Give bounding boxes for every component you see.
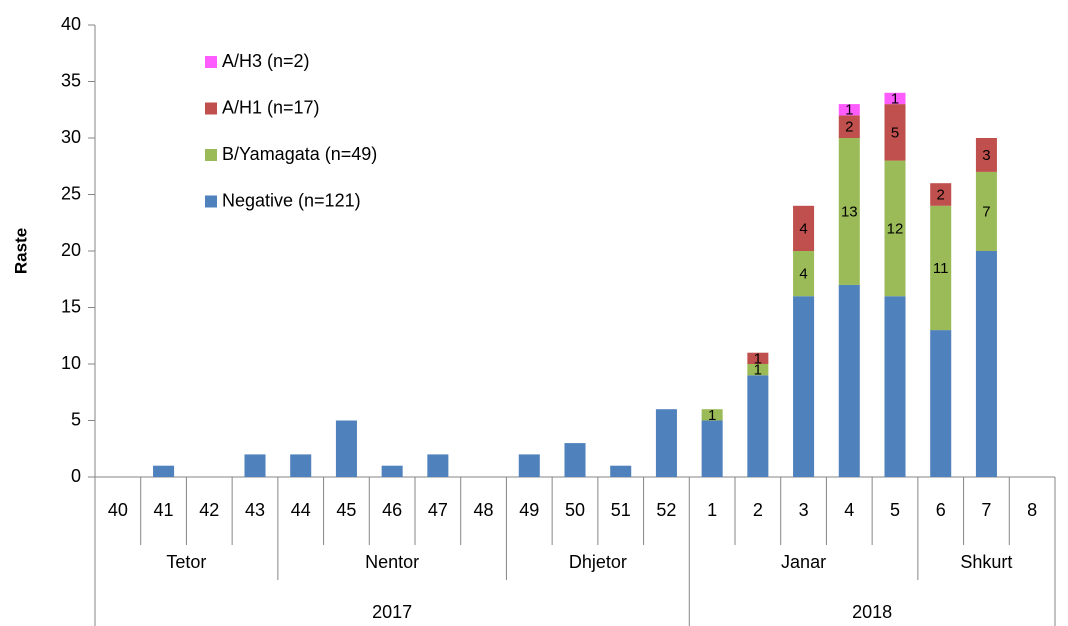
bar-segment [884,160,906,297]
x-tick-label: 40 [108,500,128,520]
bar-segment [930,330,952,477]
data-label: 12 [887,220,904,237]
data-label: 3 [982,147,990,164]
bar-segment [930,183,952,206]
x-tick-label: 48 [474,500,494,520]
bar-segment [793,251,815,297]
data-label: 1 [754,350,762,367]
bar-segment [564,443,586,477]
bar-segment [747,352,769,364]
bar-segment [427,454,449,477]
y-tick-label: 0 [71,466,81,486]
x-tick-label: 41 [154,500,174,520]
month-label: Nentor [365,552,419,572]
data-label: 1 [891,90,899,107]
bar-segment [793,296,815,477]
year-label: 2018 [852,602,892,622]
y-tick-label: 35 [61,70,81,90]
bar-segment [747,375,769,477]
data-label: 7 [982,203,990,220]
bar-segment [244,454,266,477]
bar-segment [884,296,906,477]
legend-swatch [205,102,217,115]
month-label: Shkurt [960,552,1012,572]
data-label: 5 [891,124,899,141]
x-tick-label: 51 [611,500,631,520]
y-tick-label: 40 [61,14,81,34]
x-tick-label: 2 [753,500,763,520]
data-label: 4 [799,266,807,283]
bar-segment [975,251,997,477]
x-tick-label: 49 [519,500,539,520]
bar-segment [747,364,769,376]
data-label: 4 [799,220,807,237]
x-tick-label: 50 [565,500,585,520]
bar-segment [975,138,997,172]
bar-segment [610,465,632,477]
legend-label: A/H3 (n=2) [222,51,310,71]
bar-segment [381,465,403,477]
y-tick-label: 25 [61,183,81,203]
y-tick-label: 5 [71,409,81,429]
month-label: Tetor [166,552,206,572]
data-label: 2 [845,119,853,136]
x-tick-label: 7 [981,500,991,520]
legend-swatch [205,149,217,161]
bar-segment [335,420,357,477]
bar-segment [838,284,860,477]
month-label: Janar [781,552,826,572]
legend-swatch [205,56,217,68]
y-tick-label: 15 [61,296,81,316]
x-tick-label: 4 [844,500,854,520]
y-tick-label: 20 [61,240,81,260]
legend-label: B/Yamagata (n=49) [222,144,377,164]
bar-segment [701,420,723,477]
month-label: Dhjetor [569,552,627,572]
bar-segment [930,205,952,331]
bar-segment [838,115,860,138]
y-tick-label: 30 [61,127,81,147]
x-tick-label: 3 [799,500,809,520]
x-tick-label: 8 [1027,500,1037,520]
legend-label: Negative (n=121) [222,190,361,210]
x-tick-label: 6 [936,500,946,520]
y-axis-label: Raste [11,228,30,274]
x-tick-label: 45 [336,500,356,520]
bar-segment [153,465,175,477]
data-label: 11 [933,260,949,277]
y-tick-label: 10 [61,353,81,373]
data-label: 13 [841,203,858,220]
data-label: 2 [937,186,945,203]
x-tick-label: 52 [656,500,676,520]
year-label: 2017 [372,602,412,622]
bar-segment [838,138,860,285]
x-tick-label: 46 [382,500,402,520]
bar-segment [655,409,677,477]
bar-segment [793,205,815,251]
bar-segment [701,409,723,421]
bar-segment [884,92,906,105]
bar-segment [975,171,997,251]
legend-swatch [205,195,217,208]
data-label: 1 [754,362,762,379]
x-tick-label: 42 [199,500,219,520]
x-tick-label: 44 [291,500,311,520]
bar-segment [884,104,906,161]
x-tick-label: 1 [707,500,717,520]
bar-segment [290,454,312,477]
x-tick-label: 43 [245,500,265,520]
legend-label: A/H1 (n=17) [222,97,320,117]
data-label: 1 [845,102,853,119]
data-label: 1 [708,407,716,424]
x-tick-label: 47 [428,500,448,520]
x-tick-label: 5 [890,500,900,520]
bar-segment [518,454,540,477]
bar-segment [838,104,860,116]
